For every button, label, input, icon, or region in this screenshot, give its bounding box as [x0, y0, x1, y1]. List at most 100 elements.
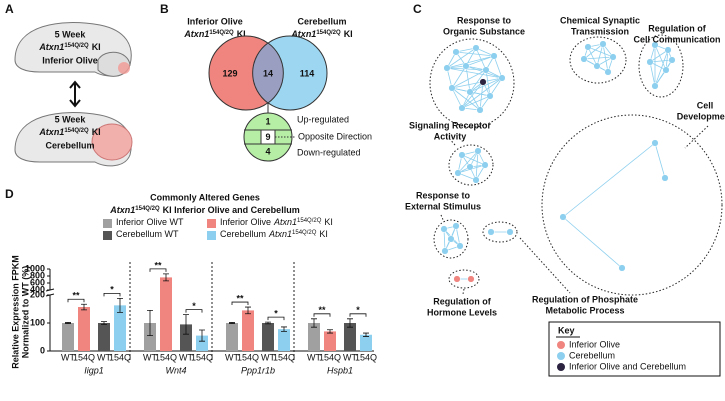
- bar-chart: D Commonly Altered Genes Atxn1154Q/2Q KI …: [5, 187, 377, 375]
- legend-swatch: [207, 219, 216, 228]
- suffix: KI: [92, 42, 101, 52]
- cluster-outline: [433, 219, 469, 259]
- x-tick-label: 154Q: [73, 352, 95, 362]
- error-bar: [311, 318, 317, 328]
- set-title: Inferior Olive: [187, 16, 243, 26]
- legend-label: Cerebellum WT: [116, 229, 179, 239]
- node: [474, 147, 482, 155]
- region: Cerebellum: [45, 140, 94, 150]
- bar: [360, 334, 372, 351]
- node: [472, 44, 480, 52]
- node: [441, 247, 449, 255]
- significance-bracket: [103, 292, 121, 297]
- cluster-outline: [482, 221, 518, 243]
- bar: [308, 323, 320, 351]
- cluster-label: Cell: [697, 100, 714, 110]
- callout-lines: [440, 125, 709, 295]
- bar: [242, 310, 254, 351]
- bar: [144, 323, 156, 351]
- node: [651, 139, 659, 147]
- cluster-outline: [569, 36, 627, 84]
- significance-bracket: [185, 309, 203, 313]
- legend-name: Inferior Olive WT: [116, 217, 184, 227]
- legend-swatch: [207, 231, 216, 240]
- suffix: KI: [237, 29, 246, 39]
- venn-count: 129: [222, 68, 237, 78]
- error-bar: [65, 322, 71, 324]
- gene: Atxn1: [109, 205, 135, 215]
- node: [609, 53, 617, 61]
- breakdown-label: Down-regulated: [297, 147, 361, 157]
- node: [584, 43, 592, 51]
- cluster-label: Cell Communication: [633, 34, 720, 44]
- category-label: Iigp1: [84, 365, 104, 375]
- bar: [180, 324, 192, 351]
- node: [490, 52, 498, 60]
- x-tick-label: 154Q: [155, 352, 177, 362]
- error-bar: [229, 322, 235, 324]
- x-tick-label: WT: [261, 352, 275, 362]
- edge: [451, 65, 467, 89]
- node: [604, 68, 612, 76]
- significance-label: **: [154, 260, 162, 270]
- node: [454, 169, 462, 177]
- panel-label: B: [160, 2, 169, 16]
- edge: [649, 59, 673, 63]
- breakdown-label: Opposite Direction: [298, 131, 372, 141]
- significance-bracket: [67, 298, 85, 303]
- node: [448, 84, 456, 92]
- legend-swatch: [103, 231, 112, 240]
- significance-bracket: [149, 268, 167, 272]
- significance-label: **: [318, 305, 326, 315]
- error-bar: [117, 297, 123, 313]
- legend-name: Cerebellum WT: [116, 229, 179, 239]
- breakdown-count: 1: [265, 116, 270, 126]
- genotype: Atxn1154Q/2Q KI: [183, 29, 245, 39]
- network: [440, 40, 676, 283]
- error-bar: [81, 303, 87, 311]
- error-bar: [199, 329, 205, 342]
- bar: [196, 335, 208, 351]
- cluster-label: Transmission: [571, 26, 629, 36]
- x-tick-label: 154Q: [355, 352, 377, 362]
- edge: [461, 81, 484, 109]
- node: [506, 228, 514, 236]
- bar: [78, 307, 90, 351]
- y-tick-label: 800: [30, 270, 45, 280]
- node: [664, 46, 672, 54]
- edge: [465, 65, 471, 93]
- edge: [457, 150, 479, 174]
- edge: [489, 77, 503, 97]
- edge: [649, 49, 669, 63]
- gene: Atxn1: [273, 217, 297, 227]
- node: [661, 174, 669, 182]
- error-bar: [363, 332, 369, 337]
- suffix: KI: [344, 29, 353, 39]
- node: [458, 104, 466, 112]
- y-axis-label: Normalized to WT (%): [20, 266, 30, 359]
- venn-count: 14: [263, 68, 273, 78]
- node: [593, 62, 601, 70]
- suffix: KI: [324, 217, 333, 227]
- gene: Atxn1: [290, 29, 316, 39]
- x-tick-label: WT: [343, 352, 357, 362]
- bar: [262, 323, 274, 351]
- edge: [485, 69, 491, 97]
- key-title: Key: [558, 325, 575, 335]
- x-tick-label: 154Q: [273, 352, 295, 362]
- bar: [114, 305, 126, 351]
- node: [443, 64, 451, 72]
- legend-name: Cerebellum: [220, 229, 266, 239]
- edge: [443, 228, 446, 252]
- allele: 154Q/2Q: [316, 30, 341, 36]
- allele: 154Q/2Q: [292, 230, 317, 236]
- age: 5 Week: [55, 29, 87, 39]
- edge: [602, 43, 609, 73]
- gene: Atxn1: [268, 229, 292, 239]
- edge: [596, 43, 604, 67]
- x-tick-label: 154Q: [319, 352, 341, 362]
- x-tick-label: 154Q: [191, 352, 213, 362]
- allele: 154Q/2Q: [64, 128, 89, 134]
- node: [453, 275, 461, 283]
- allele: 154Q/2Q: [64, 43, 89, 49]
